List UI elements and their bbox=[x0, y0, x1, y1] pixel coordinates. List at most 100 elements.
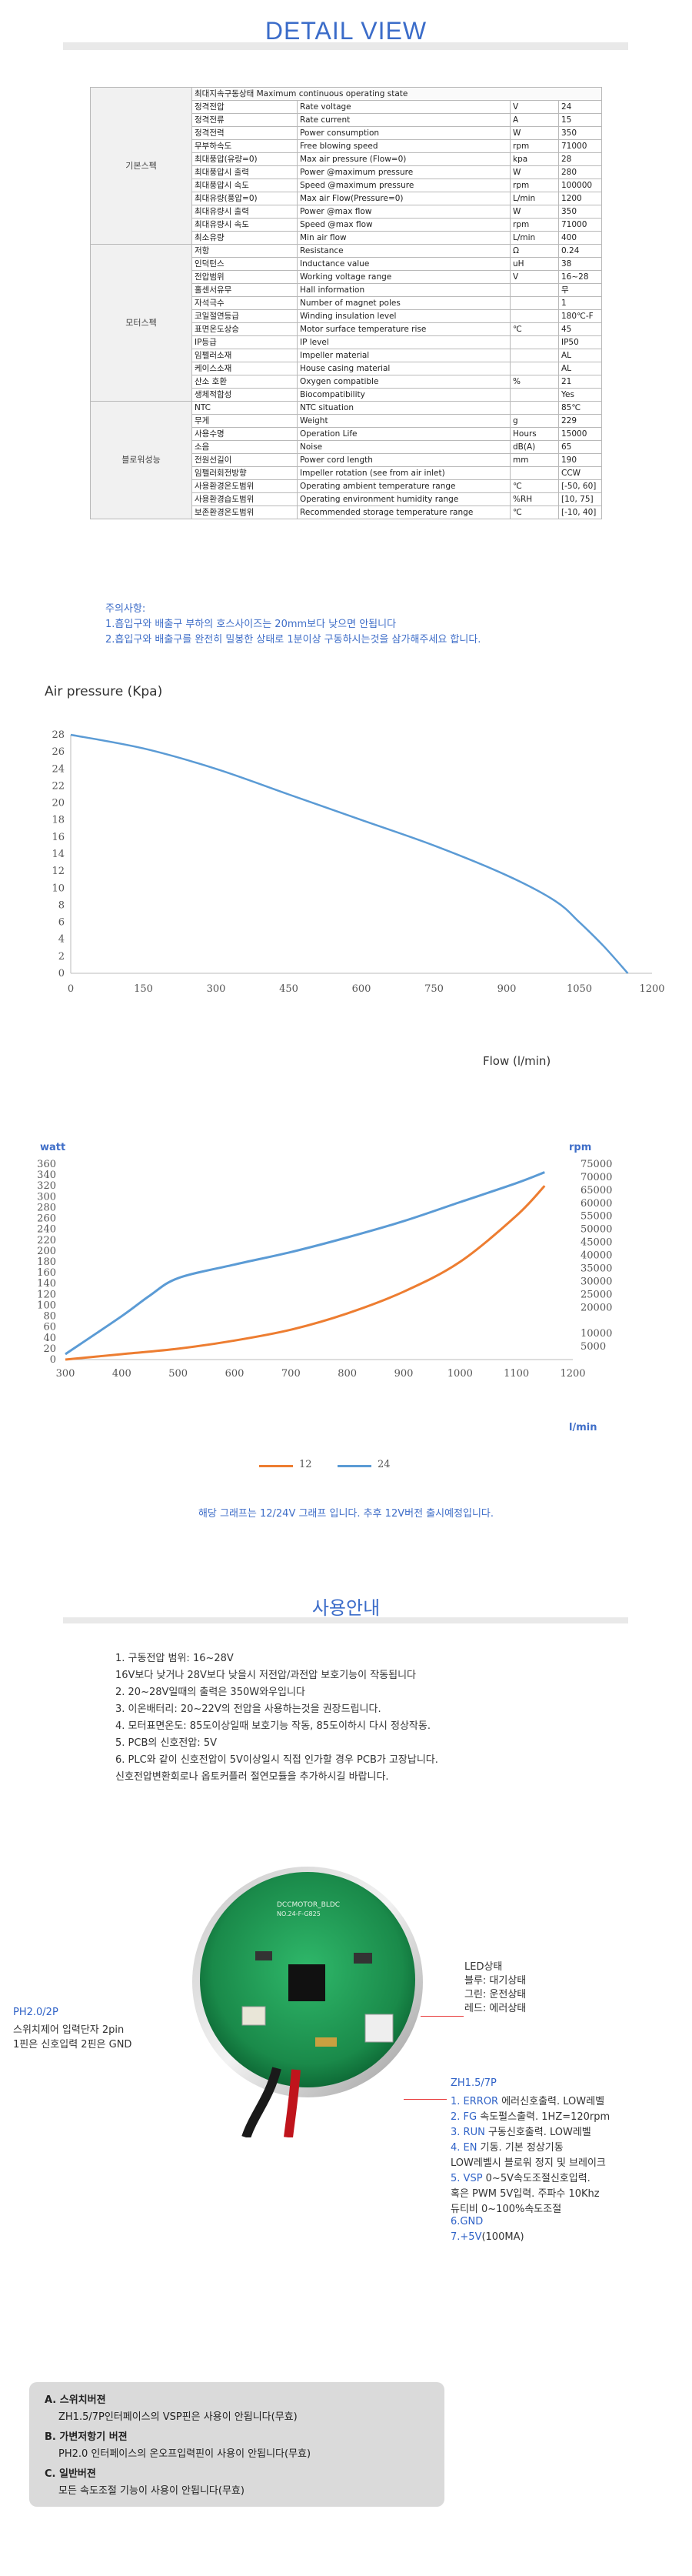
version-legend-box bbox=[29, 2382, 444, 2507]
y-tick-label: 6 bbox=[58, 917, 65, 929]
spec-cell: Impeller rotation (see from air inlet) bbox=[297, 466, 511, 480]
zh-pin-name: EN bbox=[463, 2142, 477, 2154]
spec-cell: Speed @max flow bbox=[297, 218, 511, 232]
spec-cell: %RH bbox=[510, 492, 559, 506]
spec-cell: 280 bbox=[558, 165, 602, 179]
legend-swatch-24 bbox=[338, 1465, 371, 1467]
spec-cell: NTC bbox=[191, 401, 298, 415]
x-tick-label: 600 bbox=[352, 983, 371, 995]
y-right-tick-label: 50000 bbox=[581, 1224, 612, 1236]
spec-cell: W bbox=[510, 165, 559, 179]
spec-cell: 무부하속도 bbox=[191, 139, 298, 153]
spec-group-label: 모터스펙 bbox=[90, 244, 192, 402]
spec-cell: 정격전력 bbox=[191, 126, 298, 140]
y-left-tick-label: 180 bbox=[37, 1256, 56, 1268]
chart1-title: Air pressure (Kpa) bbox=[45, 684, 163, 699]
spec-cell bbox=[510, 388, 559, 402]
zh-pin-line: 5. VSP 0~5V속도조절신호입력. bbox=[451, 2170, 591, 2184]
spec-cell bbox=[510, 309, 559, 323]
spec-cell: 임펠러소재 bbox=[191, 349, 298, 362]
spec-cell: Max air pressure (Flow=0) bbox=[297, 152, 511, 166]
spec-cell: Free blowing speed bbox=[297, 139, 511, 153]
spec-cell: 15 bbox=[558, 113, 602, 127]
y-left-tick-label: 300 bbox=[37, 1191, 56, 1203]
y-tick-label: 8 bbox=[58, 899, 65, 911]
spec-cell bbox=[510, 283, 559, 297]
spec-cell: 229 bbox=[558, 414, 602, 428]
y-tick-label: 24 bbox=[52, 763, 65, 775]
spec-cell: House casing material bbox=[297, 362, 511, 375]
spec-table: 기본스펙 최대지속구동상태 Maximum continuous operatin… bbox=[90, 87, 602, 519]
series-line-pressure bbox=[70, 733, 629, 974]
spec-cell: [10, 75] bbox=[558, 492, 602, 506]
ph-line: 스위치제어 입력단자 2pin bbox=[13, 2024, 125, 2036]
zh-pin-line: 4. EN 기동. 기본 정상기동 bbox=[451, 2139, 564, 2154]
zh-title: ZH1.5/7P bbox=[451, 2077, 497, 2089]
usage-line: 5. PCB의 신호전압: 5V bbox=[115, 1737, 217, 1749]
spec-cell: 무 bbox=[558, 283, 602, 297]
note-item: 2.흡입구와 배출구를 완전히 밀봉한 상태로 1분이상 구동하시는것을 삼가해… bbox=[105, 634, 481, 646]
spec-cell: V bbox=[510, 100, 559, 114]
x-tick-label: 1200 bbox=[560, 1368, 585, 1380]
spec-row: 전압범위 Working voltage range V 16~28 bbox=[91, 270, 602, 284]
y-right-tick-label: 60000 bbox=[581, 1198, 612, 1210]
spec-cell: Rate current bbox=[297, 113, 511, 127]
zh-pin-desc: 듀티비 0~100%속도조절 bbox=[451, 2204, 562, 2215]
y-left-tick-label: 40 bbox=[43, 1333, 56, 1344]
spec-cell: Power consumption bbox=[297, 126, 511, 140]
chart2-ylabel-left: watt bbox=[40, 1142, 66, 1153]
spec-row: 모터스펙 저항 Resistance Ω 0.24 bbox=[90, 244, 602, 402]
spec-cell: CCW bbox=[558, 466, 602, 480]
spec-row: 무게 Weight g 229 bbox=[91, 414, 602, 428]
zh-pin-line: LOW레벨시 블로워 정지 및 브레이크 bbox=[451, 2154, 606, 2169]
y-tick-label: 20 bbox=[52, 798, 65, 809]
x-tick-label: 400 bbox=[112, 1368, 131, 1380]
spec-cell: Hall information bbox=[297, 283, 511, 297]
spec-cell: Operating ambient temperature range bbox=[297, 479, 511, 493]
version-title: A. 스위치버젼 bbox=[45, 2394, 106, 2406]
legend-label-24: 24 bbox=[378, 1459, 391, 1470]
zh-pin-line: 6.GND bbox=[451, 2216, 483, 2227]
spec-cell: 임펠러회전방향 bbox=[191, 466, 298, 480]
spec-cell: 보존환경온도범위 bbox=[191, 506, 298, 519]
ph-line: 1핀은 신호입력 2핀은 GND bbox=[13, 2039, 132, 2050]
y-tick-label: 10 bbox=[52, 883, 65, 894]
spec-cell: % bbox=[510, 375, 559, 389]
led-item: 그린: 운전상태 bbox=[464, 1989, 527, 2000]
led-title: LED상태 bbox=[464, 1961, 503, 1973]
spec-row: 임펠러회전방향 Impeller rotation (see from air i… bbox=[91, 466, 602, 480]
spec-cell bbox=[510, 466, 559, 480]
y-left-tick-label: 60 bbox=[43, 1322, 56, 1333]
spec-cell: 생체적합성 bbox=[191, 388, 298, 402]
spec-cell: rpm bbox=[510, 218, 559, 232]
zh-pin-name: GND bbox=[460, 2216, 484, 2227]
spec-group-label: 블로워성능 bbox=[90, 401, 192, 519]
spec-cell: 정격전류 bbox=[191, 113, 298, 127]
spec-cell: 최대유량(풍압=0) bbox=[191, 192, 298, 205]
version-desc: ZH1.5/7P인터페이스의 VSP핀은 사용이 안됩니다(무효) bbox=[58, 2411, 298, 2423]
x-tick-label: 1200 bbox=[639, 983, 664, 995]
zh-pin-desc: LOW레벨시 블로워 정지 및 브레이크 bbox=[451, 2157, 606, 2169]
spec-cell: 190 bbox=[558, 453, 602, 467]
y-left-tick-label: 160 bbox=[37, 1267, 56, 1279]
y-right-tick-label: 25000 bbox=[581, 1289, 612, 1300]
spec-cell: 최대풍압시 출력 bbox=[191, 165, 298, 179]
spec-cell: kpa bbox=[510, 152, 559, 166]
spec-cell: Oxygen compatible bbox=[297, 375, 511, 389]
version-title: C. 일반버젼 bbox=[45, 2468, 96, 2480]
zh-pin-number: 1. bbox=[451, 2096, 464, 2107]
usage-line: 16V보다 낮거나 28V보다 낮을시 저전압/과전압 보호기능이 작동됩니다 bbox=[115, 1670, 417, 1681]
spec-cell: 28 bbox=[558, 152, 602, 166]
spec-cell: dB(A) bbox=[510, 440, 559, 454]
usage-line: 1. 구동전압 범위: 16~28V bbox=[115, 1653, 234, 1664]
zh-pointer bbox=[404, 2099, 447, 2100]
y-left-tick-label: 20 bbox=[43, 1343, 56, 1355]
y-left-tick-label: 200 bbox=[37, 1246, 56, 1257]
spec-cell: Operating environment humidity range bbox=[297, 492, 511, 506]
page-title: DETAIL VIEW bbox=[264, 17, 428, 45]
spec-cell: 38 bbox=[558, 257, 602, 271]
spec-cell: 65 bbox=[558, 440, 602, 454]
zh-pin-desc: 기동. 기본 정상기동 bbox=[477, 2142, 564, 2154]
silkscreen-label: DCCMOTOR_BLDC bbox=[277, 1901, 340, 1909]
zh-pin-desc: 구동신호출력. LOW레벨 bbox=[484, 2127, 591, 2138]
